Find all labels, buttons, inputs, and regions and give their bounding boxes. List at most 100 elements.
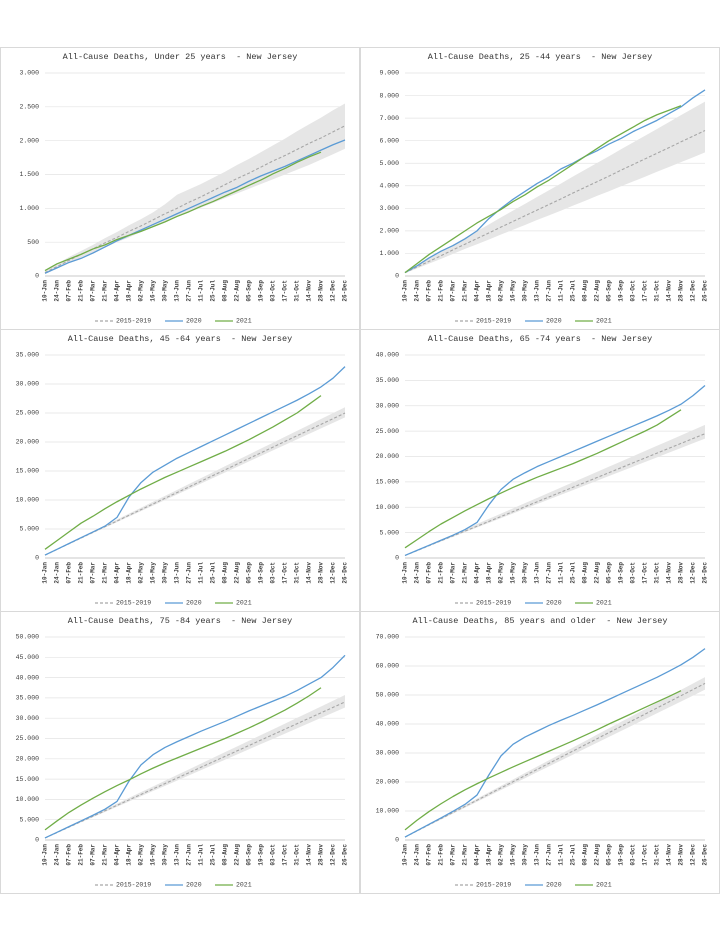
- x-tick-label: 18-Apr: [486, 844, 493, 866]
- y-tick-label: 45.000: [16, 654, 40, 661]
- y-tick-label: 7.000: [379, 115, 399, 122]
- x-tick-label: 14-Nov: [306, 280, 313, 302]
- x-tick-label: 26-Dec: [702, 562, 709, 584]
- x-tick-label: 25-Jul: [210, 844, 217, 866]
- y-tick-label: 35.000: [16, 352, 40, 359]
- chart-title: All-Cause Deaths, Under 25 years - New J…: [63, 52, 298, 62]
- x-tick-label: 14-Nov: [306, 562, 313, 584]
- x-tick-label: 04-Apr: [474, 562, 481, 584]
- legend-label: 2015-2019: [476, 318, 511, 325]
- x-tick-label: 19-Sep: [618, 844, 625, 866]
- x-tick-label: 07-Mar: [90, 844, 97, 866]
- x-tick-label: 22-Aug: [234, 844, 241, 866]
- x-tick-label: 27-Jun: [186, 562, 193, 584]
- x-tick-label: 11-Jul: [558, 562, 565, 584]
- x-tick-label: 05-Sep: [606, 562, 613, 584]
- x-tick-label: 17-Oct: [642, 280, 649, 302]
- x-tick-label: 31-Oct: [654, 562, 661, 584]
- range-band: [405, 101, 705, 274]
- x-tick-label: 21-Mar: [462, 562, 469, 584]
- x-tick-label: 22-Aug: [594, 844, 601, 866]
- x-tick-label: 18-Apr: [126, 562, 133, 584]
- y-tick-label: 9.000: [379, 70, 399, 77]
- y-tick-label: 35.000: [376, 377, 400, 384]
- x-tick-label: 16-May: [510, 562, 517, 584]
- x-tick-label: 17-Oct: [282, 562, 289, 584]
- x-tick-label: 07-Feb: [66, 562, 73, 584]
- y-tick-label: 500: [27, 239, 39, 246]
- x-tick-label: 25-Jul: [570, 844, 577, 866]
- legend-label: 2021: [596, 882, 612, 889]
- x-tick-label: 28-Nov: [318, 844, 325, 866]
- x-tick-label: 31-Oct: [294, 844, 301, 866]
- x-tick-label: 21-Feb: [78, 844, 85, 866]
- x-tick-label: 14-Nov: [666, 562, 673, 584]
- series-line: [44, 395, 322, 550]
- range-band: [405, 424, 705, 556]
- range-band: [45, 103, 345, 274]
- chart-title: All-Cause Deaths, 45 -64 years - New Jer…: [68, 334, 292, 344]
- chart-panel: All-Cause Deaths, 65 -74 years - New Jer…: [360, 329, 720, 612]
- x-tick-label: 05-Sep: [246, 562, 253, 584]
- x-tick-label: 03-Oct: [270, 844, 277, 866]
- x-tick-label: 27-Jun: [186, 844, 193, 866]
- x-tick-label: 24-Jan: [54, 844, 61, 866]
- x-tick-label: 16-May: [150, 280, 157, 302]
- y-tick-label: 20.000: [376, 453, 400, 460]
- range-band: [45, 695, 345, 839]
- x-tick-label: 10-Jan: [42, 280, 49, 302]
- y-tick-label: 50.000: [376, 692, 400, 699]
- legend-label: 2015-2019: [116, 882, 151, 889]
- x-tick-label: 26-Dec: [342, 844, 349, 866]
- x-tick-label: 21-Feb: [78, 280, 85, 302]
- x-tick-label: 21-Mar: [102, 562, 109, 584]
- x-tick-label: 07-Mar: [450, 844, 457, 866]
- x-tick-label: 08-Aug: [222, 844, 229, 866]
- x-tick-label: 05-Sep: [606, 280, 613, 302]
- y-tick-label: 10.000: [16, 796, 40, 803]
- x-tick-label: 19-Sep: [618, 562, 625, 584]
- y-tick-label: 2.000: [379, 228, 399, 235]
- x-tick-label: 17-Oct: [282, 844, 289, 866]
- y-tick-label: 3.000: [19, 70, 39, 77]
- x-tick-label: 31-Oct: [654, 844, 661, 866]
- chart-panel: All-Cause Deaths, Under 25 years - New J…: [0, 47, 360, 330]
- x-tick-label: 18-Apr: [486, 280, 493, 302]
- x-tick-label: 18-Apr: [486, 562, 493, 584]
- x-tick-label: 08-Aug: [222, 562, 229, 584]
- x-tick-label: 05-Sep: [606, 844, 613, 866]
- x-tick-label: 03-Oct: [270, 280, 277, 302]
- series-line: [404, 648, 706, 838]
- x-tick-label: 11-Jul: [198, 280, 205, 302]
- x-tick-label: 08-Aug: [582, 562, 589, 584]
- x-tick-label: 10-Jan: [42, 562, 49, 584]
- y-tick-label: 50.000: [16, 634, 40, 641]
- x-tick-label: 14-Nov: [306, 844, 313, 866]
- y-tick-label: 0: [395, 273, 399, 280]
- x-tick-label: 25-Jul: [570, 280, 577, 302]
- x-tick-label: 07-Mar: [90, 280, 97, 302]
- y-tick-label: 1.000: [379, 250, 399, 257]
- x-tick-label: 25-Jul: [210, 562, 217, 584]
- x-tick-label: 27-Jun: [186, 280, 193, 302]
- x-tick-label: 21-Feb: [438, 844, 445, 866]
- y-tick-label: 30.000: [16, 381, 40, 388]
- x-tick-label: 08-Aug: [222, 280, 229, 302]
- x-tick-label: 13-Jun: [174, 280, 181, 302]
- x-tick-label: 10-Jan: [402, 844, 409, 866]
- y-tick-label: 5.000: [379, 529, 399, 536]
- x-tick-label: 03-Oct: [630, 562, 637, 584]
- y-tick-label: 10.000: [376, 808, 400, 815]
- y-tick-label: 8.000: [379, 92, 399, 99]
- legend-label: 2020: [186, 318, 202, 325]
- x-tick-label: 17-Oct: [642, 844, 649, 866]
- series-line: [44, 366, 346, 556]
- x-tick-label: 19-Sep: [258, 280, 265, 302]
- x-tick-label: 26-Dec: [342, 280, 349, 302]
- y-tick-label: 2.000: [19, 137, 39, 144]
- legend-label: 2021: [236, 600, 252, 607]
- chart-panel: All-Cause Deaths, 25 -44 years - New Jer…: [360, 47, 720, 330]
- legend-label: 2015-2019: [476, 882, 511, 889]
- x-tick-label: 03-Oct: [630, 280, 637, 302]
